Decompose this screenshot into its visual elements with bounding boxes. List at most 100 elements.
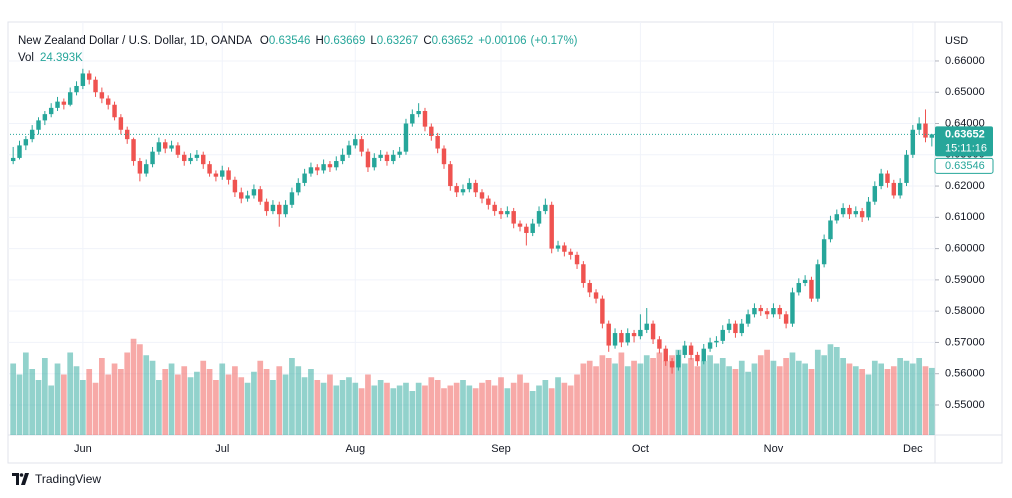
volume-bar [681,363,688,435]
volume-bar [48,385,55,435]
candle-body [574,254,580,265]
volume-bar [852,366,859,435]
candle-body [612,333,618,346]
x-tick-label: Aug [346,443,366,455]
volume-bar [637,363,644,435]
volume-bar [282,374,289,435]
volume-bar [251,371,257,435]
x-tick-label: Nov [764,443,784,455]
volume-bar [865,374,872,435]
candle-body [169,145,174,149]
volume-bar [890,366,897,435]
candle-body [676,354,681,368]
candle-body [105,98,111,105]
candle-body [74,85,79,93]
candle-body [67,92,73,105]
candle-body [593,292,599,299]
volume-bar [650,358,656,435]
candle-body [86,73,92,80]
y-tick-label: 0.55000 [945,399,985,411]
candle-body [796,283,802,293]
candle-body [207,164,212,174]
candle-body [435,136,440,149]
candle-body [454,186,459,193]
legend-value: 0.63669 [323,35,366,47]
candle-body [524,226,529,233]
candle-body [663,348,668,362]
volume-bar [548,388,555,435]
volume-bar [390,388,397,435]
volume-bar [700,360,707,435]
candle-body [118,117,124,130]
candle-body [638,329,643,337]
candle-body [80,73,86,86]
candle-body [840,207,846,215]
candles [10,68,935,374]
candle-body [163,142,168,149]
candle-body [777,308,782,315]
y-tick-label: 0.56000 [945,368,985,380]
volume-bar [371,385,378,435]
volume-bar [29,369,36,435]
candle-body [460,189,466,193]
legend: New Zealand Dollar / U.S. Dollar, 1D, OA… [18,35,578,47]
volume-bar [314,380,321,435]
candle-body [878,173,884,187]
volume-bar [764,349,770,435]
volume-bar [257,360,264,435]
volume-bar [789,352,796,435]
candle-body [802,279,808,284]
volume-bar [118,369,124,435]
candle-body [657,339,662,349]
candle-body [232,179,238,193]
candle-body [245,195,250,199]
candle-body [112,104,117,118]
candle-body [346,145,352,155]
last-price-badge [935,126,993,157]
candle-body [289,192,295,205]
volume-bar [358,388,365,435]
volume-bar [130,338,137,435]
candle-body [93,79,98,93]
open-price-label: 0.63546 [945,160,985,172]
candle-body [809,279,814,299]
candle-body [258,189,263,202]
candle-body [213,173,219,177]
volume-bar [612,363,618,435]
volume-bar [156,380,162,435]
candle-body [600,298,605,324]
volume-bar [776,366,783,435]
candle-body [714,340,719,343]
volume-bar [339,380,346,435]
candle-body [308,167,314,174]
volume-bar [384,382,390,435]
volume-name: Vol [18,52,34,64]
volume-bar [460,380,466,435]
volume-bar [580,363,587,435]
y-tick-label: 0.64000 [945,117,985,129]
candle-body [479,192,485,199]
candle-body [549,204,554,249]
candle-body [264,201,269,212]
candle-body [505,211,510,215]
volume-bar [270,380,276,435]
volume-bar [561,382,568,435]
volume-bar [86,369,93,435]
volume-bar [111,363,118,435]
volume-bar [808,369,815,435]
candle-body [688,345,694,355]
candle-body [847,207,852,215]
volume-bar [10,363,17,435]
candle-body [441,148,447,165]
volume-bar [346,377,352,435]
legend-value: 0.63267 [376,35,419,47]
candle-body [650,323,656,340]
volume-bar [618,352,625,435]
candle-body [251,189,257,196]
volume-bar [238,377,245,435]
volume-bar [434,380,441,435]
volume-bar [187,377,194,435]
candle-body [150,151,155,165]
candle-body [334,161,339,168]
candle-body [10,157,16,162]
